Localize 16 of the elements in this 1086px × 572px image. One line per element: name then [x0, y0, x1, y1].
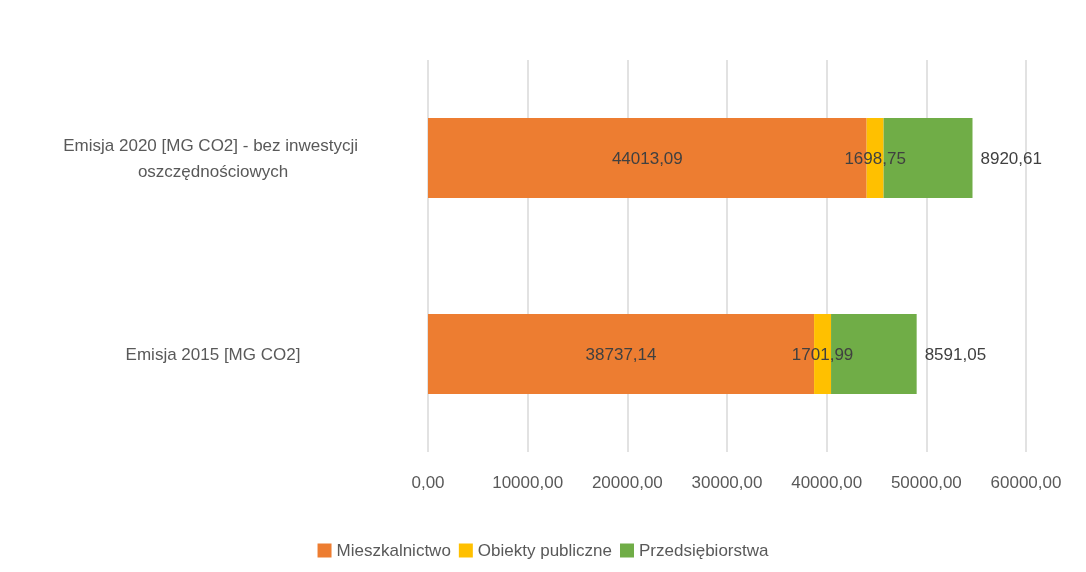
legend-label: Mieszkalnictwo: [336, 541, 451, 560]
x-tick-label: 20000,00: [591, 473, 663, 492]
x-tick-label: 10000,00: [492, 473, 564, 492]
y-tick-label: Emisja 2020 [MG CO2] - bez inwestycji oszczędnościowych: [63, 135, 363, 181]
x-tick-label: 60000,00: [990, 473, 1062, 492]
x-tick-label: 0,00: [411, 473, 445, 492]
x-tick-label: 30000,00: [691, 473, 763, 492]
x-tick-label: 50000,00: [890, 473, 962, 492]
y-tick-label: Emisja 2015 [MG CO2]: [125, 344, 301, 364]
data-label: 44013,09: [611, 148, 683, 168]
data-label: 8920,61: [980, 148, 1042, 168]
legend-label: Przedsiębiorstwa: [639, 541, 770, 560]
x-tick-label: 40000,00: [791, 473, 863, 492]
data-label: 8591,05: [924, 344, 987, 364]
data-label: 38737,14: [585, 344, 657, 364]
legend-label: Obiekty publiczne: [477, 541, 613, 560]
